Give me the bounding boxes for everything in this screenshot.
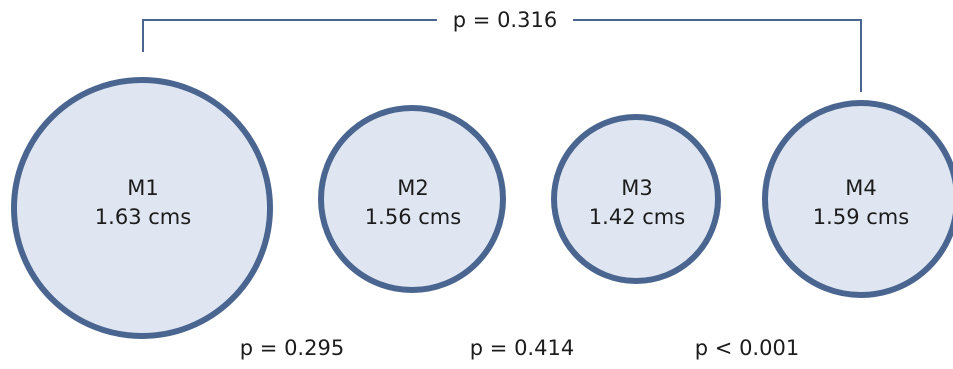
group-m4-value: 1.59 cms xyxy=(813,205,909,229)
group-m4-name: M4 xyxy=(845,176,876,200)
group-m1-value: 1.63 cms xyxy=(95,205,191,229)
p-value-m1-m2: p = 0.295 xyxy=(240,336,344,360)
circle-m4 xyxy=(762,100,953,298)
group-m2-value: 1.56 cms xyxy=(365,205,461,229)
circle-m1 xyxy=(11,77,273,339)
circle-m3 xyxy=(551,114,721,284)
circle-m2 xyxy=(318,105,506,293)
bracket-m1-m4 xyxy=(142,19,862,92)
group-m2: M2 1.56 cms xyxy=(318,105,506,293)
p-value-m2-m3: p = 0.414 xyxy=(470,336,574,360)
group-m2-name: M2 xyxy=(397,176,428,200)
group-m3: M3 1.42 cms xyxy=(551,114,721,284)
group-m3-name: M3 xyxy=(621,176,652,200)
group-m4: M4 1.59 cms xyxy=(762,100,953,298)
p-value-m3-m4: p < 0.001 xyxy=(695,336,799,360)
group-m1: M1 1.63 cms xyxy=(11,77,273,339)
p-value-m1-m4: p = 0.316 xyxy=(453,8,557,32)
group-m3-value: 1.42 cms xyxy=(589,205,685,229)
group-m1-name: M1 xyxy=(127,176,158,200)
